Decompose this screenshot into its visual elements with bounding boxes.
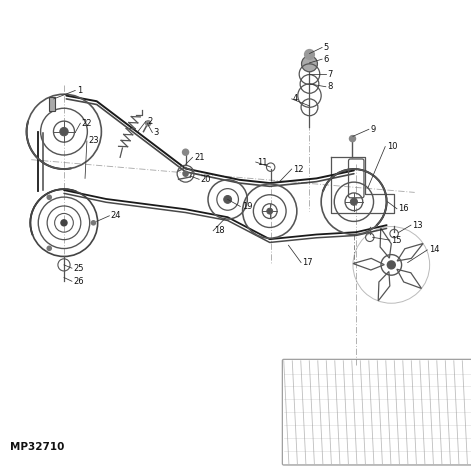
Circle shape <box>224 196 232 204</box>
Circle shape <box>387 260 396 270</box>
Circle shape <box>60 128 68 136</box>
Circle shape <box>349 135 356 143</box>
Text: 25: 25 <box>73 264 84 272</box>
Text: 21: 21 <box>194 153 204 162</box>
Text: 24: 24 <box>111 212 121 220</box>
Text: 10: 10 <box>387 142 397 151</box>
Text: 20: 20 <box>201 175 211 184</box>
Text: 9: 9 <box>370 125 375 134</box>
Text: 17: 17 <box>302 258 313 267</box>
Circle shape <box>182 170 189 177</box>
Circle shape <box>350 198 357 205</box>
Circle shape <box>267 208 273 214</box>
Text: 13: 13 <box>412 220 423 230</box>
Circle shape <box>46 195 52 200</box>
Text: 6: 6 <box>324 55 329 64</box>
Text: 2: 2 <box>147 117 153 126</box>
Text: 4: 4 <box>293 94 298 103</box>
Text: MP32710: MP32710 <box>10 442 64 452</box>
Text: 14: 14 <box>428 245 439 254</box>
Text: 19: 19 <box>242 202 252 211</box>
Text: 18: 18 <box>215 226 225 235</box>
Circle shape <box>46 245 52 251</box>
Text: 7: 7 <box>327 69 333 79</box>
Text: 12: 12 <box>293 165 304 174</box>
Text: 15: 15 <box>392 235 402 245</box>
Text: 5: 5 <box>324 43 329 52</box>
Text: 3: 3 <box>154 128 159 137</box>
Circle shape <box>60 219 68 227</box>
Circle shape <box>145 120 151 127</box>
Circle shape <box>304 49 315 60</box>
Text: 1: 1 <box>77 86 82 95</box>
Text: 22: 22 <box>82 119 92 128</box>
Circle shape <box>301 56 318 72</box>
Circle shape <box>91 220 96 226</box>
Circle shape <box>182 149 189 156</box>
Text: 16: 16 <box>398 204 409 213</box>
Text: 11: 11 <box>257 158 268 166</box>
Text: 23: 23 <box>88 136 99 145</box>
Text: 26: 26 <box>73 277 84 286</box>
Text: 8: 8 <box>327 82 333 91</box>
FancyBboxPatch shape <box>48 97 55 111</box>
